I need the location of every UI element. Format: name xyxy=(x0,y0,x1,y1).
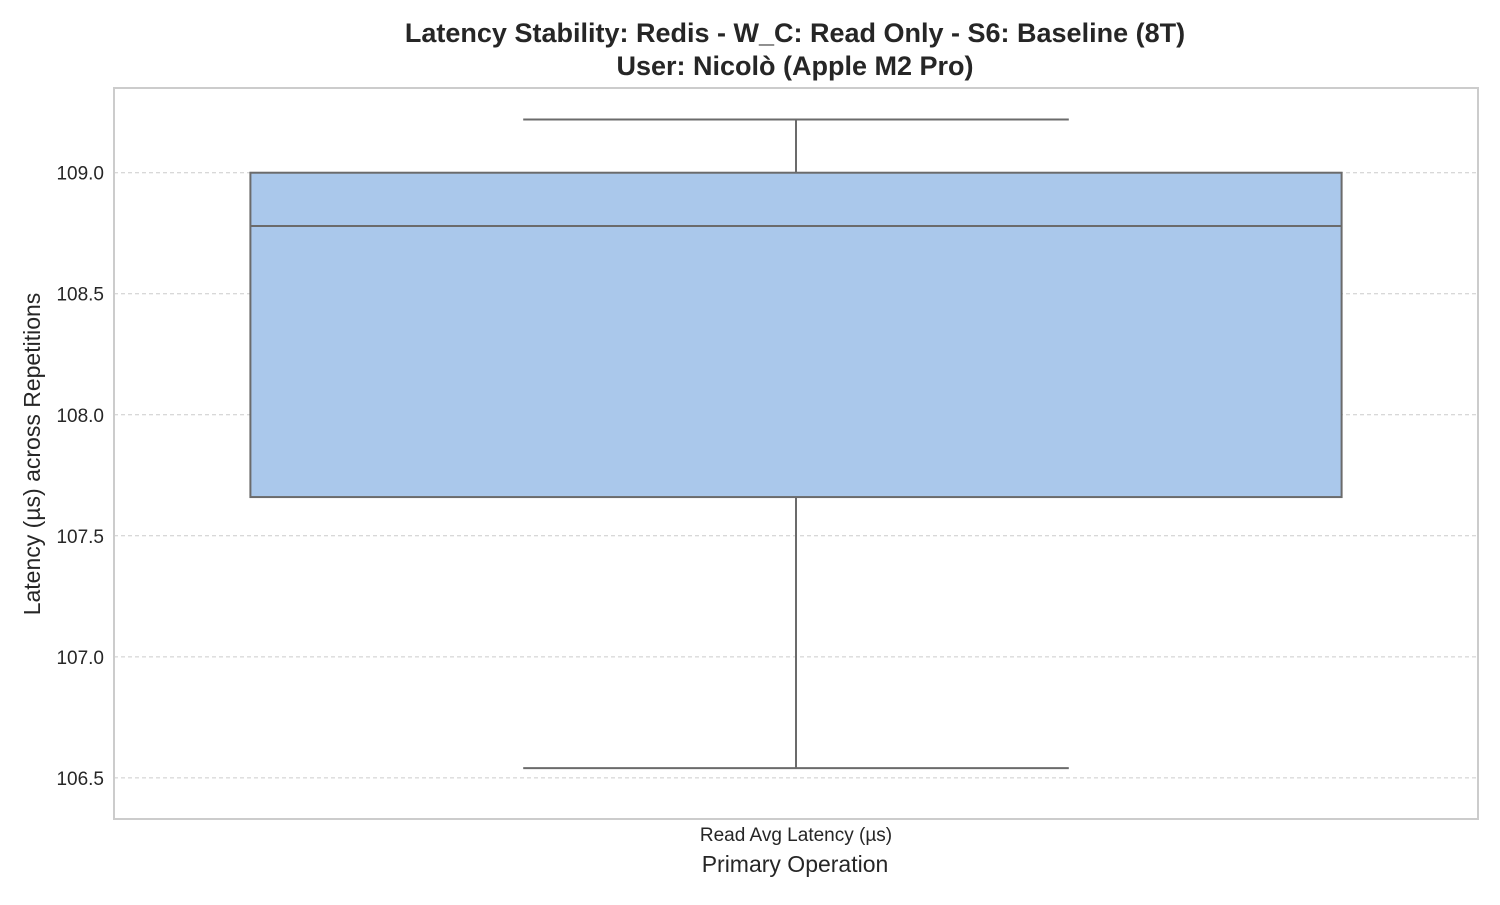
x-axis-label: Primary Operation xyxy=(702,851,889,877)
y-tick-label: 107.5 xyxy=(56,527,104,548)
y-tick-label: 107.0 xyxy=(56,648,104,669)
y-tick-label: 106.5 xyxy=(56,769,104,790)
plot-frame xyxy=(113,87,1479,820)
y-axis-label: Latency (µs) across Repetitions xyxy=(19,293,45,616)
y-tick-label: 108.0 xyxy=(56,406,104,427)
chart-title: Latency Stability: Redis - W_C: Read Onl… xyxy=(405,18,1185,48)
x-axis-ticks: Read Avg Latency (µs) xyxy=(700,825,892,846)
box-series xyxy=(249,118,1343,770)
y-tick-label: 108.5 xyxy=(56,285,104,306)
iqr-box xyxy=(249,171,1343,499)
x-tick-label: Read Avg Latency (µs) xyxy=(700,825,892,846)
y-axis-ticks: 106.5 107.0 107.5 108.0 108.5 109.0 xyxy=(56,164,104,790)
chart-subtitle: User: Nicolò (Apple M2 Pro) xyxy=(616,51,973,81)
y-tick-label: 109.0 xyxy=(56,164,104,185)
